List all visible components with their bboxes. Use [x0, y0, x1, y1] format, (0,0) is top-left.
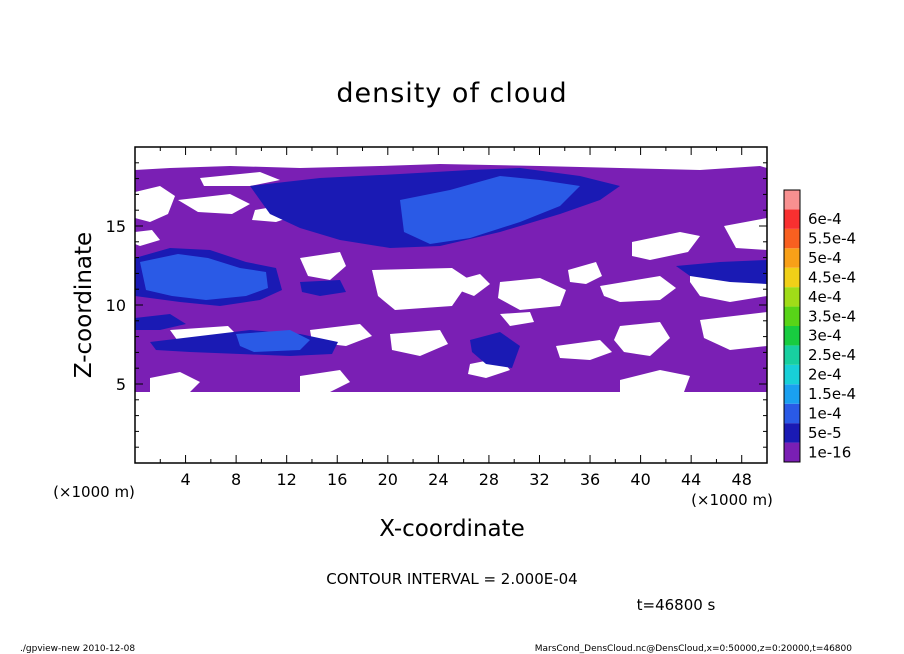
plot-area — [135, 147, 767, 463]
x-unit-label-right: (×1000 m) — [691, 491, 773, 509]
dense-regions — [135, 168, 767, 368]
colorbar-frame — [783, 189, 801, 463]
x-axis-label: X-coordinate — [379, 516, 525, 542]
colorbar-label: 5.5e-4 — [808, 230, 856, 248]
y-tick-label: 15 — [106, 217, 126, 236]
footer-right: MarsCond_DensCloud.nc@DensCloud,x=0:5000… — [535, 644, 852, 654]
chart-title: density of cloud — [336, 78, 567, 109]
dense-region-right — [676, 260, 767, 284]
colorbar-swatch — [784, 403, 800, 424]
colorbar-swatch — [784, 267, 800, 288]
contour-interval-label: CONTOUR INTERVAL = 2.000E-04 — [326, 570, 577, 588]
x-tick-label: 16 — [327, 470, 347, 489]
colorbar-label: 5e-5 — [808, 424, 842, 442]
colorbar-swatch — [784, 326, 800, 346]
x-tick-label: 4 — [180, 470, 190, 489]
colorbar-swatch — [784, 287, 800, 307]
colorbar-label: 2.5e-4 — [808, 346, 856, 364]
colorbar-swatch — [784, 228, 800, 249]
dense-region-lower-core — [236, 330, 310, 352]
colorbar-labels: 1e-165e-51e-41.5e-42e-42.5e-43e-43.5e-44… — [808, 210, 856, 461]
dense-region-upper-core — [400, 176, 580, 244]
colorbar-swatch — [784, 306, 800, 326]
y-tick-label: 5 — [116, 375, 126, 394]
y-axis-label: Z-coordinate — [71, 232, 97, 378]
time-label: t=46800 s — [637, 596, 716, 614]
dense-region-small — [300, 280, 346, 296]
colorbar-swatch — [784, 248, 800, 268]
x-tick-labels: 4 8 12 16 20 24 28 32 36 40 44 48 — [180, 470, 751, 489]
colorbar-label: 5e-4 — [808, 249, 842, 267]
dense-region-middle — [470, 332, 520, 368]
colorbar-label: 4e-4 — [808, 288, 842, 306]
colorbar-swatch — [784, 209, 800, 229]
colorbar — [783, 189, 801, 463]
dense-region-edge — [135, 314, 186, 330]
colorbar-label: 1e-16 — [808, 443, 851, 461]
x-tick-label: 36 — [580, 470, 600, 489]
y-tick-label: 10 — [106, 296, 126, 315]
colorbar-label: 6e-4 — [808, 210, 842, 228]
axis-ticks — [135, 147, 767, 463]
dense-region-left-core — [140, 254, 268, 300]
colorbar-label: 3.5e-4 — [808, 307, 856, 325]
x-tick-label: 24 — [428, 470, 448, 489]
x-tick-label: 44 — [681, 470, 701, 489]
colorbar-swatch — [784, 423, 800, 443]
x-tick-label: 48 — [732, 470, 752, 489]
colorbar-label: 3e-4 — [808, 327, 842, 345]
colorbar-swatch — [784, 345, 800, 365]
colorbar-swatch — [784, 384, 800, 404]
footer-left: ./gpview-new 2010-12-08 — [20, 644, 135, 654]
x-tick-label: 8 — [231, 470, 241, 489]
x-tick-label: 32 — [529, 470, 549, 489]
cloud-gaps — [135, 172, 767, 392]
x-tick-label: 28 — [479, 470, 499, 489]
colorbar-label: 1e-4 — [808, 404, 842, 422]
x-tick-label: 20 — [378, 470, 398, 489]
colorbar-label: 2e-4 — [808, 366, 842, 384]
colorbar-swatch — [784, 442, 800, 462]
x-tick-label: 12 — [277, 470, 297, 489]
colorbar-label: 1.5e-4 — [808, 385, 856, 403]
colorbar-swatch — [784, 364, 800, 385]
x-tick-label: 40 — [630, 470, 650, 489]
y-tick-labels: 5 10 15 — [106, 217, 126, 394]
x-unit-label-left: (×1000 m) — [53, 483, 135, 501]
colorbar-swatch — [784, 190, 800, 210]
colorbar-label: 4.5e-4 — [808, 268, 856, 286]
